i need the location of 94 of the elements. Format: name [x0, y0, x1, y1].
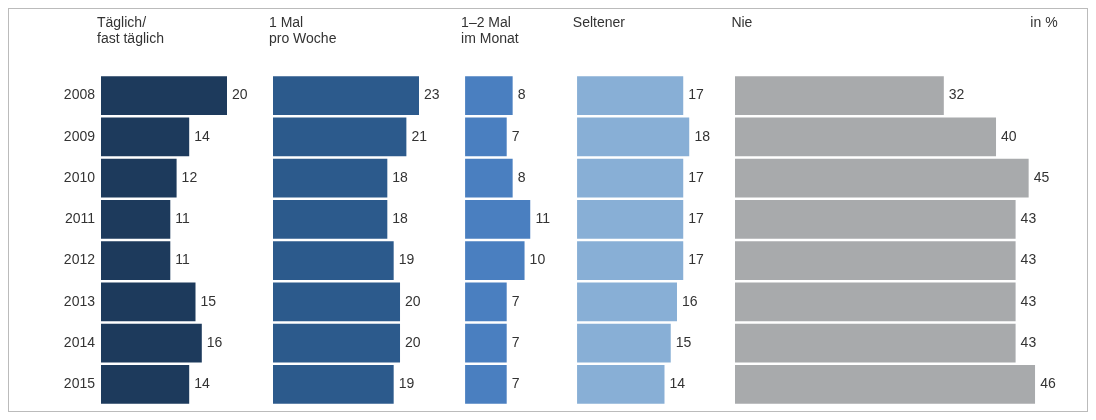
y-tick-label: 2015	[63, 375, 96, 392]
bar	[101, 117, 190, 157]
chart-title: Nie	[731, 14, 753, 30]
bar	[273, 241, 394, 281]
data-label: 32	[949, 86, 965, 103]
text: in %	[1030, 14, 1058, 30]
bar	[576, 364, 665, 404]
bar	[273, 323, 401, 363]
data-label: 18	[392, 210, 409, 227]
data-label: 23	[424, 86, 440, 103]
y-tick-label: 2014	[63, 333, 96, 350]
data-label: 14	[194, 375, 210, 392]
data-label: 17	[688, 86, 704, 103]
y-tick-label: 2013	[63, 292, 96, 309]
bar	[735, 199, 1016, 239]
bar	[273, 76, 420, 116]
y-tick-label: 2011	[64, 210, 96, 227]
data-label: 20	[405, 292, 421, 309]
data-label: 43	[1020, 292, 1037, 309]
bar	[576, 282, 677, 322]
data-label: 10	[529, 251, 546, 268]
y-tick-label: 2012	[63, 251, 96, 268]
bar	[465, 76, 513, 116]
data-label: 11	[535, 210, 551, 227]
bar	[101, 241, 171, 281]
bar	[273, 158, 388, 198]
data-label: 17	[688, 169, 704, 185]
bar	[465, 117, 507, 157]
bar	[465, 199, 531, 239]
data-label: 20	[232, 86, 248, 103]
bar	[735, 364, 1036, 404]
data-label: 18	[392, 168, 409, 185]
bar	[273, 117, 407, 157]
bar	[576, 199, 684, 239]
data-label: 43	[1020, 251, 1037, 268]
bar	[465, 364, 507, 404]
bar	[101, 158, 177, 198]
data-label: 19	[398, 375, 415, 392]
data-label: 8	[517, 86, 526, 103]
data-label: 14	[669, 375, 686, 392]
data-label: 12	[181, 168, 198, 185]
data-label: 21	[411, 127, 428, 144]
data-label: 40	[1001, 127, 1018, 144]
bar	[735, 158, 1030, 198]
chart-title: Täglich/ fast täglich	[97, 14, 164, 46]
chart-title: 1–2 Mal im Monat	[461, 14, 519, 46]
chart-title: Seltener	[572, 14, 625, 30]
data-label: 7	[511, 127, 520, 144]
y-tick-label: 2008	[63, 86, 96, 103]
data-label: 43	[1020, 333, 1037, 350]
bar	[576, 76, 684, 116]
bar	[735, 241, 1016, 281]
data-label: 8	[517, 169, 526, 185]
bar	[273, 199, 388, 239]
data-label: 7	[511, 334, 520, 350]
y-tick-label: 2009	[63, 127, 96, 144]
bar	[735, 282, 1016, 322]
data-label: 14	[194, 127, 210, 144]
bar	[101, 323, 202, 363]
bar	[101, 199, 171, 239]
data-label: 20	[405, 333, 421, 350]
bar	[101, 76, 227, 116]
data-label: 18	[694, 127, 711, 144]
data-label: 7	[511, 292, 520, 309]
data-label: 45	[1034, 168, 1050, 185]
data-label: 46	[1040, 375, 1057, 392]
data-label: 17	[688, 210, 704, 227]
data-label: 11	[175, 210, 191, 227]
bar	[101, 364, 190, 404]
data-label: 15	[200, 292, 217, 309]
data-label: 15	[675, 334, 692, 350]
data-label: 7	[511, 375, 520, 392]
bar	[735, 117, 997, 157]
data-label: 16	[206, 333, 223, 350]
data-label: 17	[688, 251, 704, 268]
bar	[273, 282, 401, 322]
bar	[273, 364, 394, 404]
bar	[576, 158, 684, 198]
bar	[101, 282, 196, 322]
y-tick-label: 2010	[63, 168, 96, 185]
bar	[576, 117, 690, 157]
bar	[735, 76, 945, 116]
data-label: 43	[1020, 210, 1037, 227]
bar	[465, 241, 525, 281]
bar	[576, 241, 684, 281]
data-label: 11	[175, 251, 191, 268]
bar	[735, 323, 1016, 363]
data-label: 19	[398, 251, 415, 268]
chart-title: 1 Mal pro Woche	[269, 14, 337, 46]
bar	[465, 282, 507, 322]
bar	[465, 323, 507, 363]
data-label: 16	[681, 292, 698, 309]
bar	[465, 158, 513, 198]
bar	[576, 323, 671, 363]
